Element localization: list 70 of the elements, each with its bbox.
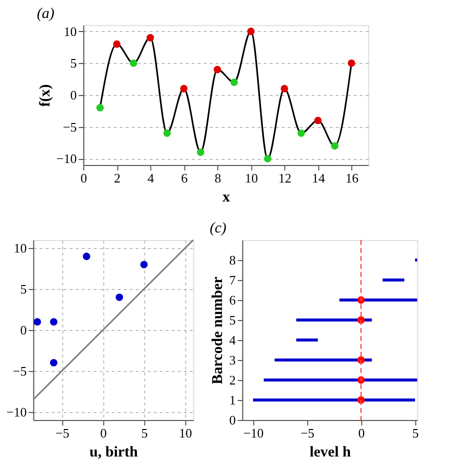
x-tick-label: 5 bbox=[412, 426, 419, 440]
x-tick-label: 14 bbox=[312, 170, 326, 186]
chart-title: (c) bbox=[210, 220, 226, 236]
chart-title: (a) bbox=[36, 6, 54, 22]
y-tick-label: 0 bbox=[70, 88, 77, 102]
point bbox=[264, 154, 272, 162]
y-tick-label: −10 bbox=[56, 151, 77, 166]
point bbox=[297, 129, 305, 137]
point bbox=[247, 28, 255, 36]
y-tick-label: 3 bbox=[229, 352, 236, 368]
x-axis-title: level h bbox=[310, 444, 352, 460]
point bbox=[116, 294, 124, 301]
point bbox=[96, 104, 104, 112]
y-tick-label: −5 bbox=[12, 363, 27, 378]
point bbox=[140, 260, 148, 268]
x-axis-title: u, birth bbox=[90, 444, 139, 460]
y-tick-label: 8 bbox=[229, 252, 236, 268]
y-tick-label: 10 bbox=[64, 24, 77, 39]
x-tick-label: 0 bbox=[358, 426, 365, 440]
x-tick-label: 0 bbox=[100, 426, 107, 440]
point bbox=[34, 318, 42, 326]
y-tick-label: 0 bbox=[20, 322, 27, 338]
point bbox=[113, 40, 120, 48]
point bbox=[146, 34, 154, 42]
point bbox=[331, 142, 338, 150]
point bbox=[180, 84, 188, 92]
y-tick-label: 0 bbox=[229, 412, 236, 428]
x-tick-label: 10 bbox=[244, 170, 258, 186]
point bbox=[280, 84, 288, 92]
x-tick-label: 4 bbox=[148, 170, 155, 186]
point bbox=[314, 116, 322, 124]
x-tick-label: 6 bbox=[181, 170, 188, 186]
y-tick-label: 5 bbox=[70, 56, 77, 71]
y-tick-label: 6 bbox=[229, 292, 236, 308]
x-tick-label: −5 bbox=[300, 426, 314, 440]
y-axis-title: Barcode number bbox=[210, 276, 226, 384]
point bbox=[163, 129, 171, 137]
bar bbox=[274, 358, 372, 362]
y-tick-label: 2 bbox=[229, 372, 236, 388]
point bbox=[214, 66, 222, 74]
x-tick-label: 10 bbox=[179, 426, 192, 440]
y-tick-label: 5 bbox=[20, 282, 27, 297]
point bbox=[130, 59, 138, 67]
x-tick-label: 2 bbox=[114, 170, 121, 186]
y-tick-label: −10 bbox=[6, 404, 27, 420]
bar bbox=[253, 398, 416, 402]
x-axis-title: x bbox=[222, 190, 230, 206]
x-tick-label: 12 bbox=[278, 170, 292, 186]
x-tick-label: 5 bbox=[141, 426, 148, 440]
bar bbox=[264, 378, 418, 382]
bar bbox=[296, 318, 372, 322]
point bbox=[348, 59, 356, 67]
point bbox=[230, 78, 238, 86]
y-tick-label: 1 bbox=[229, 392, 236, 408]
y-tick-label: 4 bbox=[229, 332, 236, 348]
x-tick-label: 0 bbox=[80, 170, 87, 186]
x-tick-label: 8 bbox=[214, 170, 222, 186]
point bbox=[82, 252, 90, 260]
bar bbox=[296, 338, 318, 342]
point bbox=[50, 359, 58, 366]
y-axis-title: f(x) bbox=[37, 84, 54, 107]
bar bbox=[382, 278, 404, 282]
x-tick-label: −10 bbox=[243, 426, 264, 440]
y-tick-label: 10 bbox=[14, 240, 27, 256]
x-tick-label: 16 bbox=[345, 170, 359, 186]
point bbox=[50, 318, 58, 326]
y-tick-label: 7 bbox=[229, 272, 236, 288]
y-tick-label: 5 bbox=[229, 312, 236, 328]
point bbox=[196, 148, 204, 156]
y-tick-label: −5 bbox=[62, 119, 77, 134]
